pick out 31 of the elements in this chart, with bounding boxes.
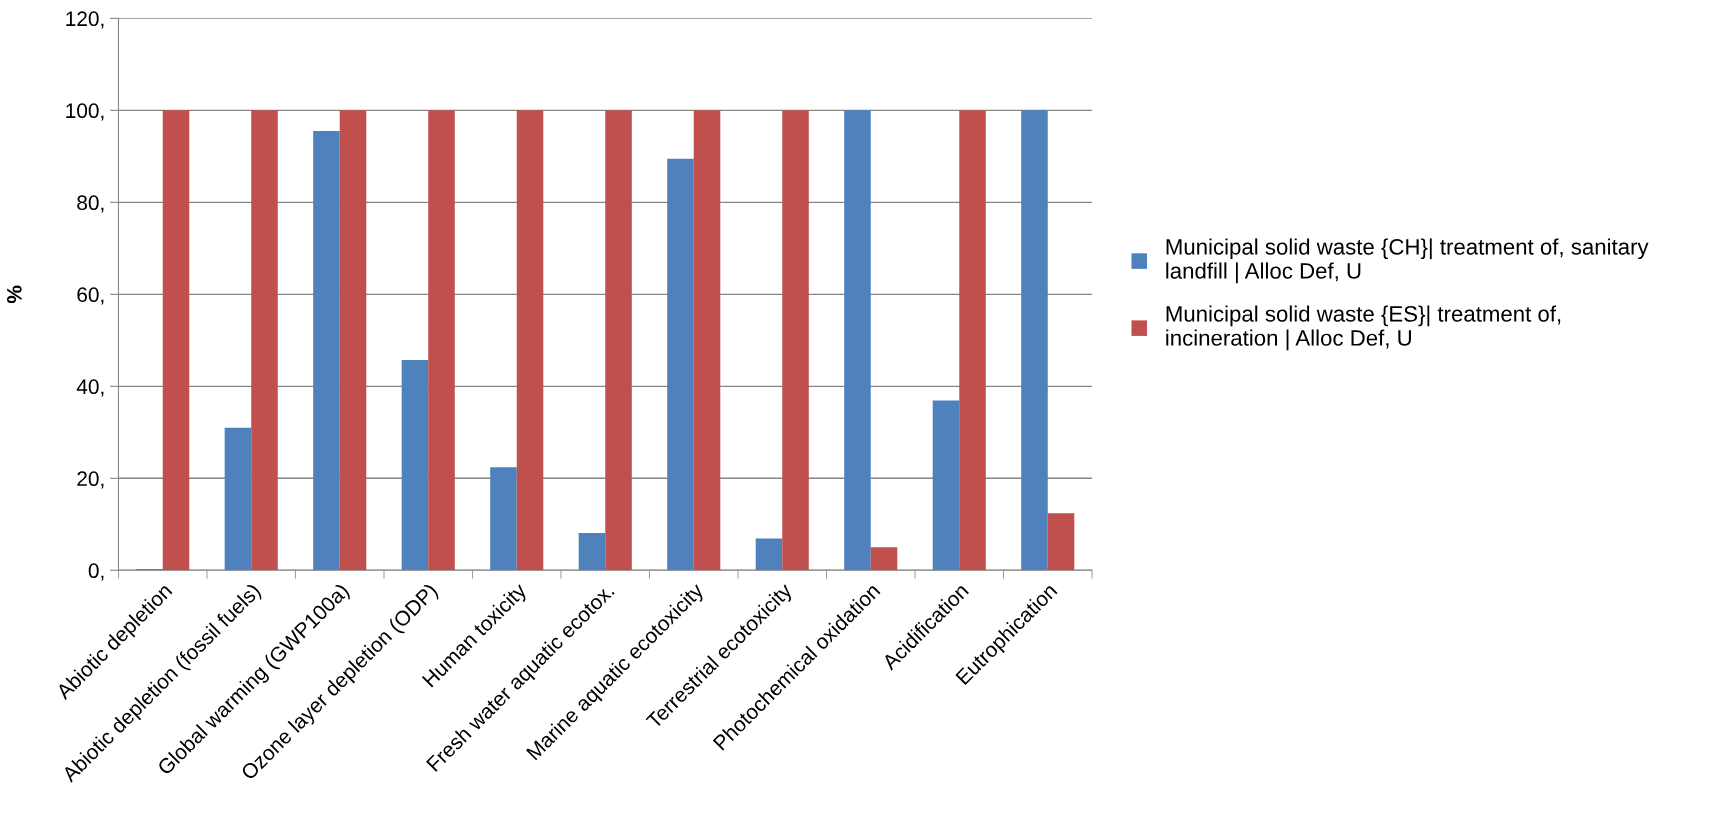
legend-label: Municipal solid waste {ES}| treatment of, incineration | Alloc Def, U	[1166, 305, 1561, 351]
bar	[844, 110, 871, 571]
bar	[667, 158, 694, 571]
y-tick-label: 100,	[66, 103, 104, 121]
bar	[401, 360, 429, 571]
y-axis-title: %	[7, 285, 22, 304]
bar	[755, 538, 783, 571]
legend-label: Municipal solid waste {CH}| treatment of, sanitary landfill | Alloc Def, U	[1166, 238, 1649, 284]
y-tick-label: 60,	[77, 287, 104, 305]
bar	[1047, 513, 1075, 571]
bar	[251, 110, 278, 571]
bar	[516, 110, 544, 571]
bar	[870, 547, 898, 571]
bar	[224, 427, 252, 571]
bar	[490, 467, 517, 571]
bar	[693, 110, 721, 571]
bar	[782, 110, 809, 571]
y-tick-label: 120,	[66, 11, 104, 29]
bar	[313, 131, 340, 571]
bar	[959, 110, 986, 571]
y-tick-label: 20,	[77, 471, 104, 489]
y-tick-label: 0,	[88, 563, 104, 581]
bar	[1021, 110, 1048, 571]
y-tick-label: 40,	[76, 379, 104, 397]
bar	[162, 110, 190, 571]
bar	[578, 533, 606, 571]
bar	[428, 110, 455, 571]
bar	[605, 110, 632, 571]
bar	[932, 400, 960, 571]
bar	[339, 110, 367, 571]
y-tick-label: 80,	[77, 195, 104, 213]
